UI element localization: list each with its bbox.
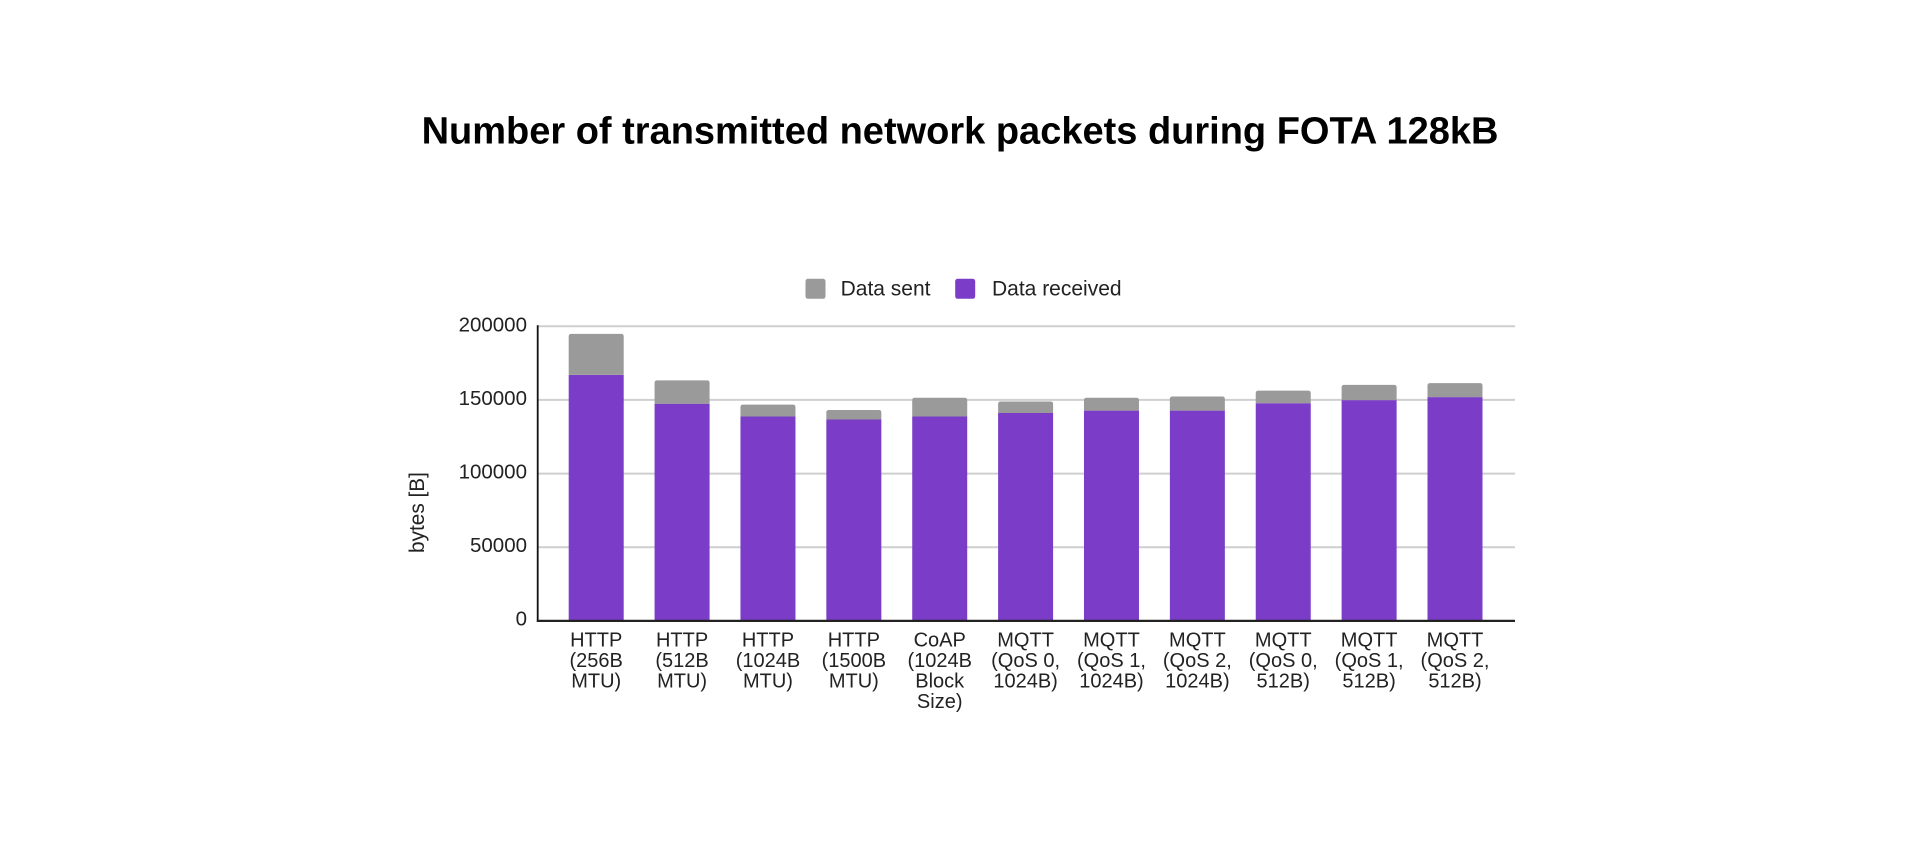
svg-text:1024B): 1024B) — [993, 671, 1058, 693]
svg-text:512B): 512B) — [1428, 671, 1481, 693]
svg-text:(QoS 1,: (QoS 1, — [1335, 650, 1404, 672]
svg-text:HTTP: HTTP — [742, 630, 794, 652]
svg-text:Number of transmitted network: Number of transmitted network packets du… — [422, 111, 1499, 153]
svg-text:50000: 50000 — [470, 534, 527, 557]
svg-text:HTTP: HTTP — [570, 630, 622, 652]
svg-text:bytes [B]: bytes [B] — [406, 472, 429, 553]
svg-text:(1024B: (1024B — [736, 650, 801, 672]
svg-text:(QoS 0,: (QoS 0, — [991, 650, 1060, 672]
svg-text:(QoS 0,: (QoS 0, — [1249, 650, 1318, 672]
svg-text:MTU): MTU) — [743, 671, 793, 693]
svg-text:(1500B: (1500B — [822, 650, 887, 672]
svg-text:(QoS 2,: (QoS 2, — [1163, 650, 1232, 672]
svg-text:MQTT: MQTT — [1169, 630, 1226, 652]
svg-text:CoAP: CoAP — [914, 630, 966, 652]
svg-text:Data received: Data received — [992, 277, 1122, 300]
svg-text:HTTP: HTTP — [828, 630, 880, 652]
svg-text:MQTT: MQTT — [1255, 630, 1312, 652]
svg-text:Block: Block — [915, 671, 965, 693]
svg-text:1024B): 1024B) — [1165, 671, 1230, 693]
svg-text:MTU): MTU) — [657, 671, 707, 693]
svg-text:(QoS 2,: (QoS 2, — [1421, 650, 1490, 672]
svg-text:Data sent: Data sent — [841, 277, 931, 300]
svg-text:100000: 100000 — [459, 461, 527, 484]
svg-text:(QoS 1,: (QoS 1, — [1077, 650, 1146, 672]
svg-text:512B): 512B) — [1257, 671, 1310, 693]
svg-text:(256B: (256B — [570, 650, 623, 672]
svg-text:150000: 150000 — [459, 387, 527, 410]
svg-text:0: 0 — [516, 608, 527, 631]
svg-text:MQTT: MQTT — [1427, 630, 1484, 652]
svg-text:Size): Size) — [917, 691, 963, 713]
svg-text:(1024B: (1024B — [907, 650, 972, 672]
svg-text:MQTT: MQTT — [997, 630, 1054, 652]
svg-text:(512B: (512B — [655, 650, 708, 672]
svg-text:MQTT: MQTT — [1341, 630, 1398, 652]
svg-text:MQTT: MQTT — [1083, 630, 1140, 652]
svg-text:512B): 512B) — [1342, 671, 1395, 693]
svg-text:MTU): MTU) — [571, 671, 621, 693]
svg-text:200000: 200000 — [459, 314, 527, 337]
svg-text:HTTP: HTTP — [656, 630, 708, 652]
svg-text:1024B): 1024B) — [1079, 671, 1144, 693]
svg-text:MTU): MTU) — [829, 671, 879, 693]
